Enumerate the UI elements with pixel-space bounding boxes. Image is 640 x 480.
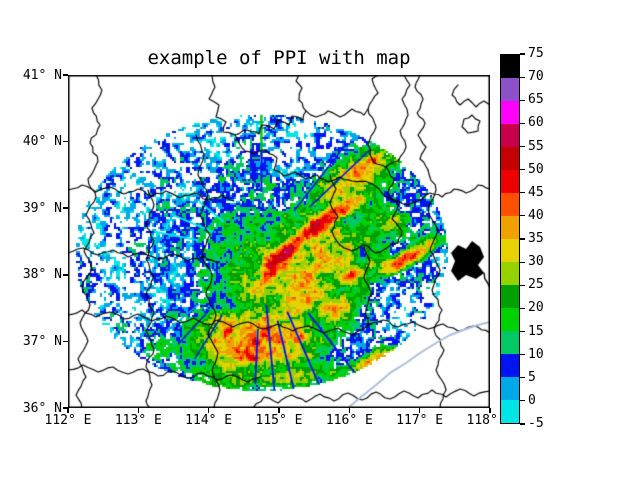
colorbar-segment [501,377,519,400]
colorbar-segment [501,216,519,239]
y-axis-tick-label: 41° N [22,67,62,83]
colorbar-tick [520,284,525,286]
colorbar-tick-label: 25 [528,277,544,293]
x-axis-tick [137,408,140,413]
colorbar-segment [501,354,519,377]
colorbar-tick [520,400,525,402]
colorbar-segment [501,308,519,331]
colorbar [500,54,520,424]
x-axis-tick [67,408,69,413]
x-axis-tick [418,408,421,413]
colorbar-segment [501,285,519,308]
y-axis-tick-label: 36° N [22,400,62,416]
colorbar-segment [501,124,519,147]
y-axis-tick [63,207,68,209]
x-axis-tick-label: 112° E [44,413,92,428]
x-axis-tick-label: 113° E [114,413,162,428]
colorbar-tick [520,377,525,379]
colorbar-segment [501,78,519,101]
colorbar-tick [520,423,525,425]
y-axis-tick-label: 37° N [22,333,62,349]
colorbar-tick-label: 65 [528,92,544,108]
colorbar-tick-label: 30 [528,254,544,270]
y-axis-tick [63,340,68,343]
colorbar-tick-label: -5 [528,416,544,431]
x-axis-tick-label: 114° E [185,413,233,428]
colorbar-segment [501,101,519,124]
x-axis-tick [348,408,351,413]
colorbar-tick-label: 60 [528,115,544,131]
colorbar-tick-label: 20 [528,300,544,316]
y-axis-tick-label: 39° N [22,200,62,216]
colorbar-tick-label: 45 [528,184,544,200]
y-axis-tick [63,274,68,276]
colorbar-tick [520,192,525,194]
colorbar-tick-label: 40 [528,207,544,223]
colorbar-tick-label: 70 [528,69,544,85]
colorbar-segment [501,400,519,423]
colorbar-segment [501,262,519,285]
x-axis-tick [207,408,210,413]
y-axis-tick-label: 40° N [22,134,62,150]
colorbar-tick [520,53,525,55]
colorbar-tick-label: 5 [528,369,536,385]
colorbar-tick-label: 50 [528,161,544,177]
y-axis-tick [63,74,68,76]
x-axis-tick-label: 117° E [396,413,444,428]
colorbar-tick-label: 15 [528,323,544,339]
map-plot-area [68,75,490,408]
chart-title: example of PPI with map [147,47,411,69]
colorbar-tick [520,145,525,148]
colorbar-tick [520,238,525,240]
colorbar-segment [501,331,519,354]
colorbar-tick [520,99,525,101]
colorbar-tick-label: 10 [528,346,544,362]
colorbar-tick [520,354,525,356]
colorbar-tick [520,76,525,78]
y-axis-tick [63,140,68,143]
x-axis-tick [278,408,280,413]
colorbar-tick-label: 55 [528,138,544,154]
y-axis-tick [63,407,68,409]
colorbar-tick [520,330,525,333]
colorbar-segment [501,239,519,262]
x-axis-tick-label: 116° E [325,413,373,428]
x-axis-tick-label: 115° E [255,413,303,428]
colorbar-tick [520,261,525,263]
radar-ppi-canvas [68,75,490,408]
colorbar-segment [501,193,519,216]
x-axis-tick [489,408,491,413]
colorbar-segment [501,55,519,78]
y-axis-tick-label: 38° N [22,267,62,283]
colorbar-tick [520,169,525,171]
colorbar-tick [520,215,525,217]
colorbar-tick-label: 35 [528,231,544,246]
colorbar-tick [520,307,525,309]
colorbar-tick-label: 0 [528,392,536,408]
colorbar-segment [501,147,519,170]
colorbar-tick-label: 75 [528,46,544,61]
colorbar-tick [520,122,525,124]
colorbar-segment [501,170,519,193]
